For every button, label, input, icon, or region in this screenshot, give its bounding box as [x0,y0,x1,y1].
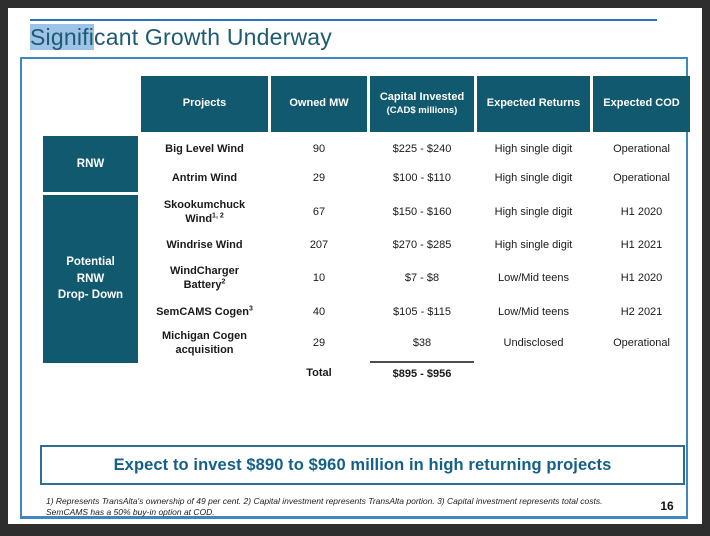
project-name: Skookumchuck [163,199,246,212]
table-row: Skookumchuck Wind1, 2 67 $150 - $160 Hig… [141,193,690,233]
empty-cell [141,361,268,386]
project-name-line2: Battery [183,279,222,291]
project-name: Big Level Wind [165,143,244,156]
expected-cod-cell: H1 2021 [620,239,663,252]
col-header-projects: Projects [141,76,268,132]
owned-mw-cell: 207 [309,239,329,252]
project-name: Antrim Wind [171,171,238,184]
owned-mw-cell: 29 [312,171,326,184]
capital-invested-cell: $100 - $110 [393,171,451,184]
title-rest-text: cant Growth Underway [94,24,332,50]
expected-cod-cell: H1 2020 [620,206,663,219]
presentation-slide: Significant Growth Underway Projects Own… [8,8,702,524]
table-total-row: Total $895 - $956 [141,361,690,386]
capital-invested-cell: $105 - $115 [393,306,451,319]
content-frame: Projects Owned MW Capital Invested (CAD$… [20,57,690,519]
project-name: WindCharger [170,265,239,278]
table-row: WindCharger Battery2 10 $7 - $8 Low/Mid … [141,259,690,299]
col-header-expected-returns: Expected Returns [477,76,590,132]
project-name-cell: SemCAMS Cogen3 [141,299,268,327]
table-row: Michigan Cogen acquisition 29 $38 Undisc… [141,327,690,361]
row-group-potential-rnw-drop-down: Potential RNW Drop- Down [43,195,138,363]
investment-callout-text: Expect to invest $890 to $960 million in… [113,455,612,474]
table-header-row: Projects Owned MW Capital Invested (CAD$… [141,76,690,132]
footnote-marker: 2 [221,278,226,286]
capital-invested-cell: $150 - $160 [392,206,452,219]
expected-returns-cell: Low/Mid teens [498,306,569,319]
row-group-label-line: Drop- Down [57,289,124,302]
capital-invested-cell: $225 - $240 [392,143,452,156]
col-header-label: Owned MW [289,97,349,110]
footnote-marker: 3 [249,305,253,313]
owned-mw-cell: 90 [312,143,326,156]
total-label: Total [306,366,332,379]
capital-invested-cell: $38 [412,337,432,350]
owned-mw-cell: 29 [312,337,326,350]
row-group-label: RNW [76,157,105,170]
expected-returns-cell: High single digit [494,143,573,156]
empty-cell [593,361,690,386]
col-header-label: Projects [182,97,227,110]
col-header-label: Expected Returns [486,97,581,110]
capital-invested-cell: $270 - $285 [392,239,452,252]
expected-returns-cell: High single digit [494,206,573,219]
expected-returns-cell: High single digit [494,171,573,184]
project-name-cell: Skookumchuck Wind1, 2 [141,193,268,233]
page-title: Significant Growth Underway [30,24,332,51]
row-group-rnw: RNW [43,136,138,192]
investment-callout-box: Expect to invest $890 to $960 million in… [40,445,685,485]
project-name: SemCAMS Cogen [156,306,249,319]
project-name-cell: WindCharger Battery2 [141,259,268,299]
title-top-rule [30,19,657,21]
project-name-line2: acquisition [175,344,234,356]
project-name-line2: Wind [185,213,213,225]
expected-cod-cell: Operational [613,337,670,350]
title-selected-text: Signifi [30,24,95,50]
project-name-cell: Antrim Wind [141,164,268,193]
col-header-label: Capital Invested [379,91,465,104]
row-group-label-line: Potential [66,255,115,268]
owned-mw-cell: 67 [312,206,326,219]
expected-cod-cell: H1 2020 [620,272,663,285]
table-body: Big Level Wind 90 $225 - $240 High singl… [141,136,690,386]
table-row: Antrim Wind 29 $100 - $110 High single d… [141,164,690,193]
project-name-cell: Windrise Wind [141,233,268,259]
project-name-cell: Big Level Wind [141,136,268,164]
row-group-label-line: RNW [76,272,105,285]
expected-returns-cell: Low/Mid teens [498,272,569,285]
col-header-owned-mw: Owned MW [271,76,367,132]
expected-returns-cell: Undisclosed [503,337,564,350]
col-header-capital-invested: Capital Invested (CAD$ millions) [370,76,474,132]
col-header-expected-cod: Expected COD [593,76,690,132]
table-row: SemCAMS Cogen3 40 $105 - $115 Low/Mid te… [141,299,690,327]
expected-cod-cell: Operational [613,143,670,156]
page-number: 16 [660,499,674,513]
expected-cod-cell: Operational [613,171,670,184]
table-row: Windrise Wind 207 $270 - $285 High singl… [141,233,690,259]
project-name: Michigan Cogen [162,330,247,343]
capital-invested-cell: $7 - $8 [404,272,440,285]
expected-returns-cell: High single digit [494,239,573,252]
expected-cod-cell: H2 2021 [620,306,663,319]
col-header-sublabel: (CAD$ millions) [386,105,458,117]
empty-cell [477,361,590,386]
owned-mw-cell: 40 [312,306,326,319]
project-name-cell: Michigan Cogen acquisition [141,327,268,361]
project-name: Windrise Wind [166,239,243,252]
table-row: Big Level Wind 90 $225 - $240 High singl… [141,136,690,164]
footnotes: 1) Represents TransAlta's ownership of 4… [46,496,603,518]
owned-mw-cell: 10 [312,272,326,285]
footnote-marker: 1, 2 [212,212,224,220]
col-header-label: Expected COD [603,97,680,110]
total-capital-value: $895 - $956 [370,361,474,386]
